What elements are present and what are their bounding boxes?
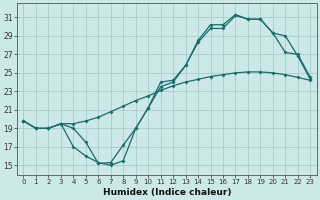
X-axis label: Humidex (Indice chaleur): Humidex (Indice chaleur) [103, 188, 231, 197]
